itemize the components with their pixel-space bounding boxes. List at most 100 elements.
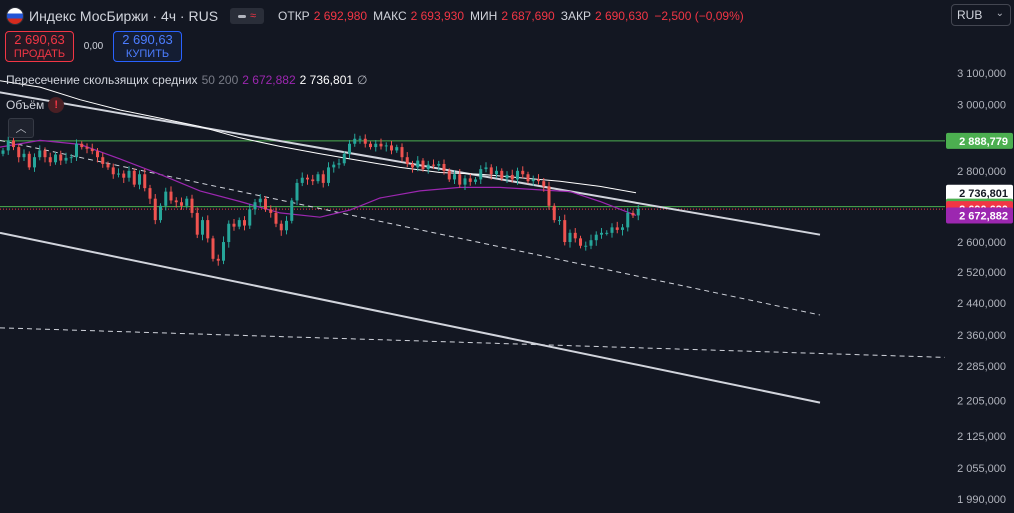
- symbol-title[interactable]: Индекс МосБиржи · 4ч · RUS: [29, 8, 219, 24]
- volume-legend[interactable]: Объём !: [6, 97, 65, 113]
- candle[interactable]: [463, 175, 467, 190]
- candle[interactable]: [227, 220, 231, 248]
- candle[interactable]: [96, 148, 99, 163]
- candle[interactable]: [594, 231, 598, 246]
- price-badge[interactable]: 2 888,779: [946, 132, 1013, 149]
- candle[interactable]: [432, 159, 435, 169]
- lower-channel-line[interactable]: [0, 231, 821, 404]
- candle[interactable]: [489, 164, 493, 180]
- candle[interactable]: [279, 220, 283, 236]
- candle[interactable]: [537, 174, 540, 185]
- candle[interactable]: [342, 151, 346, 166]
- upper-channel-line[interactable]: [0, 85, 821, 236]
- candle[interactable]: [631, 210, 635, 219]
- candle[interactable]: [348, 140, 351, 159]
- candle[interactable]: [311, 174, 315, 186]
- candle[interactable]: [510, 169, 514, 183]
- candle[interactable]: [80, 141, 84, 150]
- candle[interactable]: [122, 170, 126, 183]
- candle[interactable]: [421, 158, 425, 172]
- candle[interactable]: [547, 181, 551, 210]
- candle[interactable]: [426, 160, 430, 174]
- candle[interactable]: [285, 216, 288, 235]
- candle[interactable]: [411, 160, 414, 173]
- candle[interactable]: [621, 224, 624, 236]
- candle[interactable]: [206, 215, 210, 243]
- candle[interactable]: [201, 216, 204, 241]
- candle[interactable]: [190, 194, 194, 218]
- candle[interactable]: [358, 135, 362, 144]
- candle[interactable]: [180, 197, 183, 210]
- candle[interactable]: [169, 186, 173, 204]
- candle[interactable]: [54, 152, 57, 165]
- candle[interactable]: [69, 154, 73, 164]
- candle[interactable]: [500, 168, 504, 181]
- candle[interactable]: [405, 152, 409, 168]
- candle[interactable]: [185, 196, 189, 209]
- buy-button[interactable]: 2 690,63 КУПИТЬ: [113, 31, 182, 62]
- candle[interactable]: [579, 235, 582, 249]
- candle[interactable]: [447, 168, 451, 182]
- candle[interactable]: [290, 197, 294, 224]
- candle[interactable]: [542, 177, 546, 192]
- candle[interactable]: [615, 221, 619, 234]
- candle[interactable]: [552, 203, 556, 223]
- candle[interactable]: [626, 208, 630, 232]
- candle[interactable]: [253, 198, 257, 215]
- candle[interactable]: [605, 230, 609, 236]
- candle[interactable]: [416, 156, 420, 172]
- candle[interactable]: [458, 169, 462, 188]
- candle[interactable]: [48, 152, 52, 167]
- candle[interactable]: [269, 205, 273, 218]
- candle[interactable]: [117, 168, 120, 178]
- candle[interactable]: [563, 214, 567, 246]
- chart-pane[interactable]: [0, 0, 945, 513]
- candle[interactable]: [321, 170, 325, 188]
- candle[interactable]: [101, 152, 105, 168]
- candle[interactable]: [222, 236, 225, 265]
- candle[interactable]: [468, 173, 472, 186]
- candle[interactable]: [306, 174, 309, 185]
- candle[interactable]: [379, 138, 383, 150]
- candle[interactable]: [264, 196, 267, 212]
- candle[interactable]: [64, 152, 68, 164]
- candle[interactable]: [232, 218, 236, 231]
- candle[interactable]: [59, 150, 63, 166]
- candle[interactable]: [374, 140, 378, 152]
- candle[interactable]: [395, 144, 399, 153]
- candle[interactable]: [127, 166, 131, 182]
- candle[interactable]: [27, 151, 31, 170]
- collapse-legend-button[interactable]: ︿: [8, 118, 34, 138]
- ma-cross-legend[interactable]: Пересечение скользящих средних 50 200 2 …: [6, 73, 368, 87]
- candle[interactable]: [143, 169, 147, 192]
- candle[interactable]: [248, 203, 252, 229]
- candle[interactable]: [363, 134, 367, 148]
- candle[interactable]: [33, 153, 36, 172]
- price-axis[interactable]: [945, 0, 1014, 513]
- candle[interactable]: [505, 171, 509, 183]
- candle[interactable]: [332, 161, 336, 173]
- candle[interactable]: [453, 170, 456, 185]
- middle-channel-line[interactable]: [0, 139, 821, 316]
- candle[interactable]: [479, 165, 483, 185]
- candle[interactable]: [531, 175, 535, 186]
- candle[interactable]: [1, 148, 5, 157]
- candle[interactable]: [17, 144, 21, 163]
- candle[interactable]: [138, 170, 141, 190]
- candle[interactable]: [153, 194, 157, 225]
- candle[interactable]: [216, 254, 220, 266]
- candle[interactable]: [274, 207, 278, 228]
- candle[interactable]: [584, 241, 588, 251]
- candle[interactable]: [437, 160, 441, 171]
- candle[interactable]: [495, 166, 498, 179]
- candle[interactable]: [573, 228, 577, 243]
- currency-select[interactable]: RUB ⌄: [951, 4, 1011, 26]
- candle[interactable]: [211, 235, 215, 262]
- candle[interactable]: [636, 204, 640, 221]
- candle[interactable]: [526, 171, 530, 184]
- candle[interactable]: [484, 162, 488, 173]
- candle[interactable]: [442, 159, 446, 175]
- candle[interactable]: [132, 168, 136, 188]
- candle[interactable]: [85, 143, 89, 154]
